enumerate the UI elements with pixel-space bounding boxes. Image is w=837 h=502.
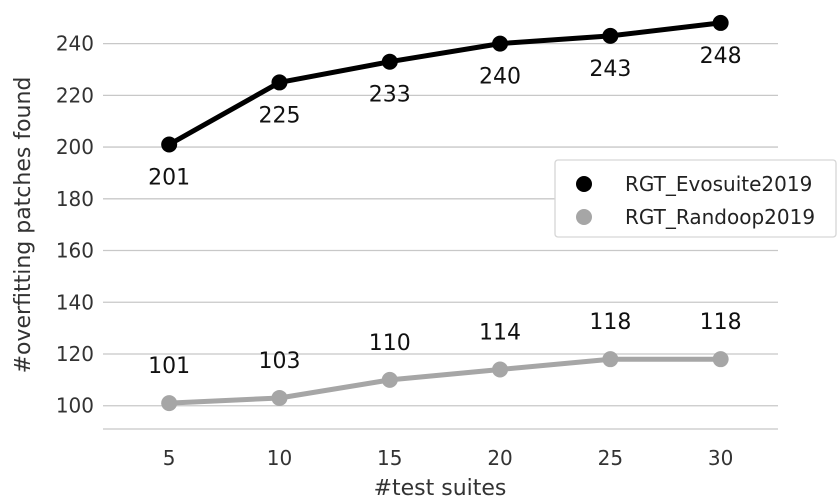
legend: RGT_Evosuite2019 RGT_Randoop2019 [554,159,837,238]
data-label: 118 [589,310,631,335]
y-axis-ticks: 100 120 140 160 180 200 220 240 [56,32,94,418]
y-tick-label: 240 [56,32,94,56]
data-label: 118 [700,310,742,335]
data-label: 243 [589,57,631,82]
data-point [602,27,619,44]
y-tick-label: 100 [56,394,94,418]
data-label: 114 [479,321,521,346]
data-point [271,389,288,406]
y-tick-label: 220 [56,83,94,107]
x-tick-label: 25 [598,446,623,470]
data-point [381,371,398,388]
grid-lines [103,42,778,430]
data-label: 225 [258,103,300,128]
y-tick-label: 140 [56,290,94,314]
data-label: 201 [148,165,190,190]
series-line-0 [166,20,724,147]
y-tick-label: 160 [56,239,94,263]
data-label: 248 [700,44,742,69]
y-tick-label: 180 [56,187,94,211]
data-label: 101 [148,354,190,379]
x-tick-label: 10 [267,446,292,470]
y-axis-label: #overfitting patches found [11,77,36,374]
series-group [161,14,729,412]
legend-marker-randoop [576,209,592,225]
legend-label-evosuite: RGT_Evosuite2019 [625,172,812,196]
data-point [161,136,178,153]
data-labels: 201 225 233 240 243 248 101 103 110 114 118 118 [148,44,741,379]
y-tick-label: 120 [56,342,94,366]
data-point [712,351,729,368]
x-tick-label: 20 [487,446,512,470]
data-point [602,351,619,368]
data-point [492,361,509,378]
data-point [492,35,509,52]
y-tick-label: 200 [56,135,94,159]
data-point [161,395,178,412]
legend-label-randoop: RGT_Randoop2019 [625,205,815,229]
data-label: 110 [369,331,411,356]
data-label: 240 [479,65,521,90]
data-point [271,74,288,91]
series-line-1 [166,356,724,406]
data-point [381,53,398,70]
x-tick-label: 5 [163,446,176,470]
data-label: 233 [369,83,411,108]
x-axis-label: #test suites [374,476,507,501]
legend-marker-evosuite [576,176,592,192]
x-axis-ticks: 5 10 15 20 25 30 [163,446,734,470]
data-label: 103 [258,349,300,374]
x-tick-label: 15 [377,446,402,470]
legend-box [554,159,837,238]
data-point [712,14,729,31]
x-tick-label: 30 [708,446,733,470]
